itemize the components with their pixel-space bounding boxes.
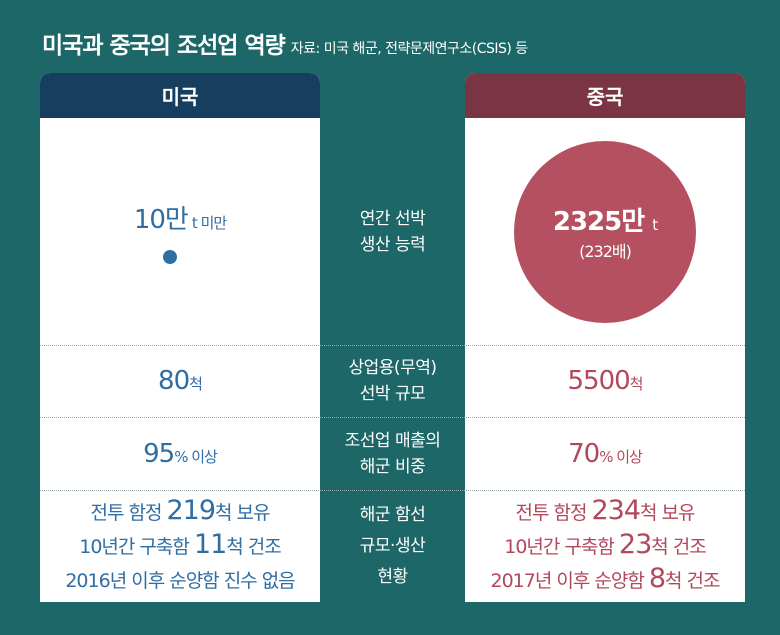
us-fleet-unit: 척 [189, 375, 203, 393]
text: 2017년 이후 순양함 [490, 570, 649, 592]
us-capacity-unit: t 미만 [191, 214, 227, 232]
label-line: 상업용(무역) [348, 358, 437, 378]
china-navy-line: 전투 함정 234척 보유 [515, 495, 695, 529]
us-capacity: 10만 t 미만 [40, 118, 320, 345]
china-capacity-unit: t [652, 216, 658, 234]
us-navy-share: 95% 이상 [40, 417, 320, 490]
us-navy-line: 전투 함정 219척 보유 [90, 495, 270, 529]
label-line: 생산 능력 [359, 234, 426, 255]
us-capacity-value: 10만 [133, 205, 189, 235]
label-fleet: 상업용(무역) 선박 규모 [320, 345, 465, 417]
us-column: 미국 10만 t 미만 80척 95% 이상 전투 함정 219척 보유 10년… [40, 73, 320, 602]
text: 10년간 구축함 [504, 536, 619, 558]
us-fleet-value: 80 [158, 366, 190, 396]
text: 전투 함정 [90, 502, 167, 524]
label-line: 해군 함선 [359, 504, 426, 525]
china-share-unit: % 이상 [599, 447, 643, 466]
china-navy-line: 10년간 구축함 23척 건조 [504, 529, 707, 563]
us-fleet: 80척 [40, 345, 320, 417]
china-fleet-value: 5500 [567, 366, 631, 396]
number: 8 [648, 563, 666, 594]
text: 2016년 이후 순양함 진수 없음 [65, 570, 295, 592]
text: 전투 함정 [515, 502, 592, 524]
label-line: 해군 비중 [359, 456, 426, 477]
us-navy: 전투 함정 219척 보유 10년간 구축함 11척 건조 2016년 이후 순… [40, 490, 320, 602]
us-navy-line: 10년간 구축함 11척 건조 [79, 529, 282, 563]
page-title: 미국과 중국의 조선업 역량 자료: 미국 해군, 전략문제연구소(CSIS) 등 [42, 26, 528, 60]
text: 척 보유 [215, 502, 270, 524]
label-line: 조선업 매출의 [344, 430, 441, 451]
china-navy-line: 2017년 이후 순양함 8척 건조 [490, 563, 720, 597]
china-header: 중국 [465, 73, 745, 118]
title-text: 미국과 중국의 조선업 역량 [42, 33, 286, 59]
label-line: 규모·생산 [359, 535, 426, 556]
us-header: 미국 [40, 73, 320, 118]
china-capacity-circle: 2325만 t (232배) [514, 140, 696, 323]
china-capacity-multiple: (232배) [579, 242, 632, 261]
us-share-value: 95 [143, 438, 175, 469]
china-share-value: 70 [568, 438, 600, 469]
china-capacity: 2325만 t (232배) [465, 118, 745, 345]
china-fleet-unit: 척 [629, 375, 644, 393]
number: 219 [166, 495, 216, 526]
label-line: 연간 선박 [359, 208, 426, 229]
text: 척 건조 [226, 536, 281, 558]
number: 234 [591, 495, 641, 526]
china-fleet: 5500척 [465, 345, 745, 417]
us-capacity-dot [163, 250, 177, 264]
row-divider [40, 345, 745, 346]
label-line: 현황 [377, 566, 408, 587]
text: 10년간 구축함 [79, 536, 194, 558]
us-share-unit: % 이상 [174, 447, 218, 466]
text: 척 건조 [665, 570, 720, 592]
source-note: 자료: 미국 해군, 전략문제연구소(CSIS) 등 [290, 41, 528, 57]
label-line: 선박 규모 [359, 384, 426, 404]
number: 23 [618, 529, 652, 560]
text: 척 건조 [651, 536, 706, 558]
text: 척 보유 [640, 502, 695, 524]
number: 11 [193, 529, 227, 560]
china-capacity-value: 2325만 [552, 207, 645, 237]
row-divider [40, 490, 745, 491]
row-divider [40, 417, 745, 418]
us-navy-line: 2016년 이후 순양함 진수 없음 [65, 563, 295, 597]
china-navy-share: 70% 이상 [465, 417, 745, 490]
china-column: 중국 2325만 t (232배) 5500척 70% 이상 전투 함정 234… [465, 73, 745, 602]
china-navy: 전투 함정 234척 보유 10년간 구축함 23척 건조 2017년 이후 순… [465, 490, 745, 602]
